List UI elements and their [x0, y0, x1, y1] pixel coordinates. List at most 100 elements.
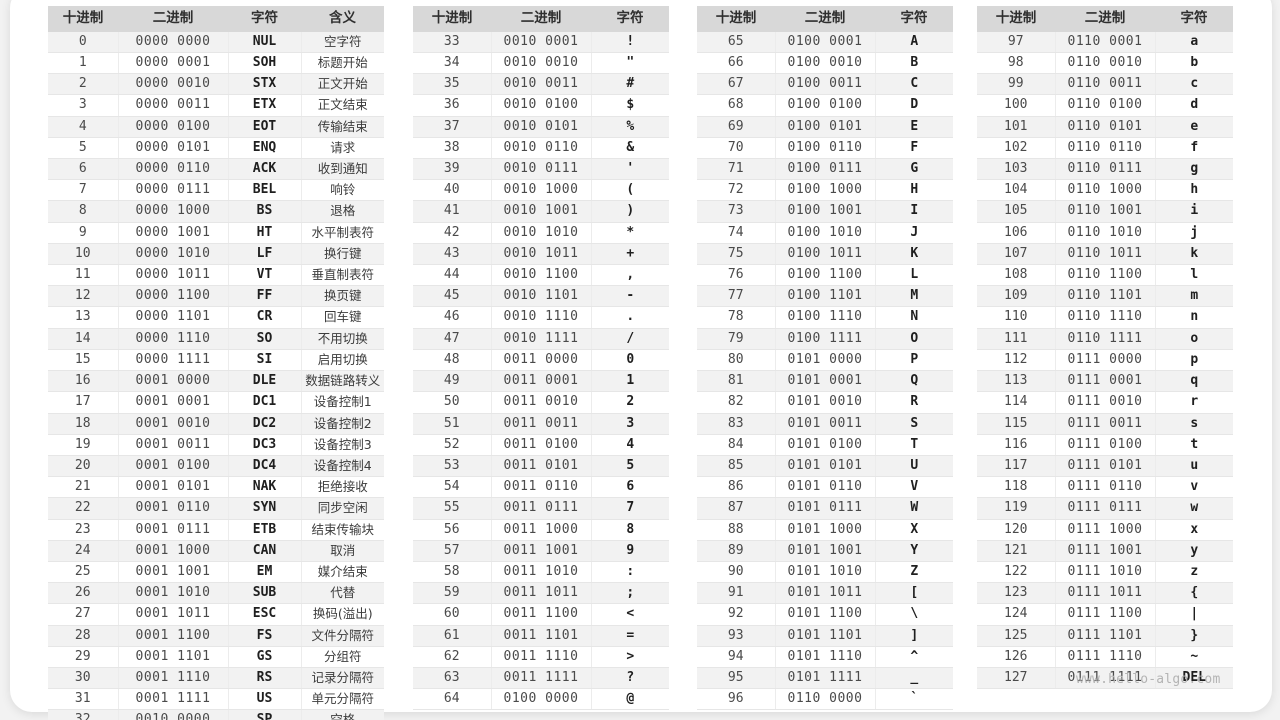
character-cell: STX [228, 73, 302, 96]
binary-cell: 0010 1111 [491, 328, 592, 350]
character-cell: w [1155, 497, 1233, 520]
binary-cell: 0100 1001 [775, 200, 876, 223]
binary-cell: 0011 1110 [491, 646, 592, 668]
table-row: 61 0011 1101 = [413, 625, 669, 647]
column-header: 二进制 [491, 6, 591, 32]
binary-cell: 0001 0111 [118, 519, 229, 541]
character-cell: DEL [1155, 667, 1233, 690]
table-row: 8 0000 1000 BS 退格 [48, 200, 384, 223]
binary-cell: 0111 1010 [1055, 561, 1156, 584]
binary-cell: 0110 1111 [1055, 328, 1156, 350]
decimal-cell: 122 [977, 561, 1056, 584]
binary-cell: 0110 1101 [1055, 285, 1156, 308]
character-cell: ENQ [228, 137, 302, 160]
decimal-cell: 95 [697, 667, 776, 690]
table-row: 123 0111 1011{ [977, 582, 1233, 605]
table-row: 99 0110 0011 c [977, 73, 1233, 96]
table-row: 62 0011 1110 > [413, 646, 669, 668]
decimal-cell: 6 [48, 158, 119, 181]
decimal-cell: 92 [697, 603, 776, 626]
table-row: 49 0011 0001 1 [413, 370, 669, 393]
character-cell: U [875, 455, 953, 478]
table-row: 48 0011 0000 0 [413, 349, 669, 372]
decimal-cell: 123 [977, 582, 1056, 605]
decimal-cell: 18 [48, 413, 119, 435]
character-cell: y [1155, 540, 1233, 562]
meaning-cell: 文件分隔符 [301, 625, 384, 647]
character-cell: < [591, 603, 669, 626]
table-row: 51 0011 0011 3 [413, 413, 669, 435]
decimal-cell: 19 [48, 434, 119, 456]
meaning-cell: 取消 [301, 540, 384, 562]
binary-cell: 0000 1101 [118, 306, 229, 329]
decimal-cell: 14 [48, 328, 119, 350]
decimal-cell: 12 [48, 285, 119, 308]
decimal-cell: 127 [977, 667, 1056, 690]
table-row: 83 0101 0011 S [697, 413, 953, 435]
character-cell: S [875, 413, 953, 435]
binary-cell: 0110 1110 [1055, 306, 1156, 329]
binary-cell: 0111 0010 [1055, 391, 1156, 414]
binary-cell: 0101 1110 [775, 646, 876, 668]
column-header: 字符 [875, 6, 953, 32]
binary-cell: 0001 0100 [118, 455, 229, 478]
binary-cell: 0010 1001 [491, 200, 592, 223]
binary-cell: 0000 0111 [118, 179, 229, 202]
table-row: 29 0001 1101 GS 分组符 [48, 646, 384, 668]
character-cell: J [875, 222, 953, 244]
table-row: 56 0011 1000 8 [413, 519, 669, 541]
decimal-cell: 88 [697, 519, 776, 541]
character-cell: SOH [228, 52, 302, 75]
meaning-cell: 正文开始 [301, 73, 384, 96]
binary-cell: 0100 0001 [775, 31, 876, 54]
character-cell: , [591, 264, 669, 287]
character-cell: * [591, 222, 669, 244]
binary-cell: 0000 0110 [118, 158, 229, 181]
binary-cell: 0101 1111 [775, 667, 876, 690]
table-row: 52 0011 0100 4 [413, 434, 669, 456]
character-cell: L [875, 264, 953, 287]
table-row: 67 0100 0011 C [697, 73, 953, 96]
column-header: 十进制 [977, 6, 1055, 32]
table-row: 126 0111 1110 ~ [977, 646, 1233, 668]
table-row: 28 0001 1100 FS 文件分隔符 [48, 625, 384, 647]
character-cell: BEL [228, 179, 302, 202]
binary-cell: 0101 0001 [775, 370, 876, 393]
character-cell: _ [875, 667, 953, 690]
decimal-cell: 60 [413, 603, 492, 626]
character-cell: O [875, 328, 953, 350]
meaning-cell: 传输结束 [301, 116, 384, 138]
binary-cell: 0001 1000 [118, 540, 229, 562]
character-cell: V [875, 476, 953, 499]
meaning-cell: 媒介结束 [301, 561, 384, 584]
meaning-cell: 水平制表符 [301, 222, 384, 244]
character-cell: SYN [228, 497, 302, 520]
binary-cell: 0010 0000 [118, 709, 229, 720]
table-row: 45 0010 1101- [413, 285, 669, 308]
table-row: 96 0110 0000 ` [697, 688, 953, 711]
character-cell: ~ [1155, 646, 1233, 668]
table-row: 1 0000 0001 SOH 标题开始 [48, 52, 384, 75]
binary-cell: 0101 0000 [775, 349, 876, 372]
table-row: 76 0100 1100 L [697, 264, 953, 287]
binary-cell: 0011 1101 [491, 625, 592, 647]
decimal-cell: 94 [697, 646, 776, 668]
meaning-cell: 同步空闲 [301, 497, 384, 520]
binary-cell: 0100 1100 [775, 264, 876, 287]
table-header-row: 十进制 二进制 字符 [697, 6, 953, 32]
decimal-cell: 38 [413, 137, 492, 160]
binary-cell: 0111 0110 [1055, 476, 1156, 499]
character-cell: DLE [228, 370, 302, 393]
table-row: 106 0110 1010 j [977, 222, 1233, 244]
decimal-cell: 65 [697, 31, 776, 54]
character-cell: 5 [591, 455, 669, 478]
binary-cell: 0101 0010 [775, 391, 876, 414]
table-row: 39 0010 0111 ' [413, 158, 669, 181]
meaning-cell: 记录分隔符 [301, 667, 384, 690]
character-cell: t [1155, 434, 1233, 456]
decimal-cell: 71 [697, 158, 776, 181]
decimal-cell: 7 [48, 179, 119, 202]
binary-cell: 0101 1000 [775, 519, 876, 541]
decimal-cell: 61 [413, 625, 492, 647]
binary-cell: 0111 0011 [1055, 413, 1156, 435]
